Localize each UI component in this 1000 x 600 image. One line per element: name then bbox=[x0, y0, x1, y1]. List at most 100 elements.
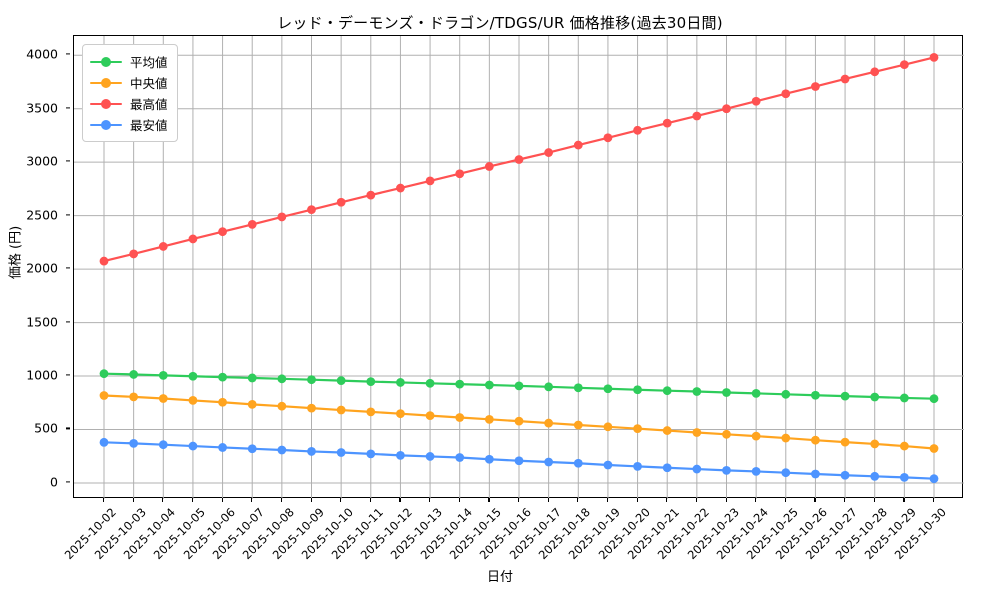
y-tick-label: 4000 bbox=[26, 46, 58, 62]
grid-lines bbox=[74, 36, 964, 499]
y-axis-label: 価格 (円) bbox=[8, 225, 24, 280]
data-point bbox=[396, 450, 405, 460]
data-point bbox=[218, 372, 227, 382]
x-tick-mark bbox=[606, 498, 609, 502]
x-tick-mark bbox=[280, 498, 283, 502]
data-point bbox=[425, 411, 435, 420]
data-point bbox=[336, 405, 346, 415]
data-point bbox=[544, 148, 554, 157]
data-point bbox=[277, 401, 287, 411]
data-point bbox=[692, 428, 702, 437]
data-point bbox=[218, 397, 227, 407]
data-point bbox=[603, 384, 613, 394]
data-point bbox=[484, 454, 494, 464]
x-tick-mark bbox=[162, 498, 164, 502]
data-point bbox=[692, 111, 702, 121]
data-point bbox=[662, 426, 672, 435]
y-tick-label: 3500 bbox=[26, 100, 58, 116]
plot-area bbox=[73, 35, 964, 499]
data-point bbox=[158, 370, 168, 380]
y-tick-mark bbox=[66, 481, 70, 483]
data-point bbox=[722, 465, 731, 475]
data-point bbox=[573, 140, 583, 150]
data-point bbox=[247, 399, 257, 409]
data-point bbox=[781, 89, 791, 99]
x-tick-mark bbox=[103, 498, 105, 502]
y-tick-mark bbox=[66, 107, 70, 109]
legend-item[interactable]: 最高値 bbox=[90, 93, 168, 114]
data-point bbox=[781, 389, 791, 399]
data-point bbox=[899, 473, 909, 482]
data-point bbox=[484, 414, 494, 424]
legend-item[interactable]: 最安値 bbox=[90, 114, 168, 135]
legend-swatch bbox=[90, 55, 122, 69]
data-point bbox=[603, 422, 613, 432]
x-tick-mark bbox=[429, 498, 431, 502]
x-tick-mark bbox=[844, 498, 846, 502]
data-point bbox=[247, 373, 257, 383]
data-point bbox=[307, 205, 316, 215]
data-point bbox=[929, 394, 939, 404]
x-tick-mark bbox=[755, 498, 757, 502]
data-point bbox=[99, 437, 109, 447]
y-tick-label: 1000 bbox=[26, 367, 58, 383]
data-point bbox=[603, 460, 613, 470]
data-point bbox=[692, 464, 702, 474]
y-tick-label: 2500 bbox=[26, 207, 58, 223]
data-point bbox=[484, 162, 494, 171]
data-point bbox=[603, 133, 613, 143]
data-point bbox=[514, 416, 524, 426]
data-point bbox=[307, 403, 316, 413]
data-point bbox=[929, 444, 939, 453]
data-point bbox=[722, 388, 731, 397]
data-point bbox=[247, 444, 257, 454]
x-tick-mark bbox=[132, 498, 134, 502]
data-point bbox=[366, 377, 376, 386]
y-tick-mark bbox=[66, 267, 70, 269]
data-point bbox=[633, 424, 642, 434]
y-tick-label: 2000 bbox=[26, 260, 58, 276]
x-tick-mark bbox=[310, 498, 312, 502]
data-point bbox=[573, 458, 583, 468]
data-point bbox=[307, 375, 316, 385]
x-tick-mark bbox=[518, 498, 520, 502]
data-point bbox=[692, 387, 702, 396]
data-point bbox=[722, 429, 731, 439]
data-point bbox=[277, 445, 287, 455]
data-point bbox=[751, 431, 761, 441]
data-point bbox=[899, 393, 909, 403]
data-point bbox=[396, 378, 405, 387]
y-axis-ticks: 0 500 1000 1500 2000 2500 3000 3500 4000 bbox=[0, 35, 70, 498]
data-point bbox=[99, 391, 109, 400]
data-point bbox=[751, 96, 761, 106]
data-point bbox=[455, 379, 465, 389]
y-tick-mark bbox=[66, 374, 70, 376]
data-point bbox=[218, 227, 227, 237]
data-point bbox=[188, 441, 198, 451]
x-tick-mark bbox=[547, 498, 549, 502]
legend-item[interactable]: 中央値 bbox=[90, 72, 168, 93]
data-point bbox=[514, 456, 524, 466]
x-tick-mark bbox=[340, 498, 342, 502]
data-point bbox=[751, 388, 761, 398]
data-point bbox=[336, 197, 346, 207]
x-tick-mark bbox=[695, 498, 698, 502]
y-tick-label: 3000 bbox=[26, 153, 58, 169]
legend-label: 最安値 bbox=[130, 118, 168, 133]
legend-item[interactable]: 平均値 bbox=[90, 51, 168, 72]
data-point bbox=[129, 438, 139, 448]
data-point bbox=[514, 381, 524, 391]
data-point bbox=[633, 385, 642, 395]
data-point bbox=[366, 190, 376, 200]
data-point bbox=[840, 391, 850, 401]
data-point bbox=[840, 437, 850, 447]
data-point bbox=[158, 440, 168, 450]
data-point bbox=[129, 392, 139, 402]
chart-legend: 平均値 中央値 最高値最安値 bbox=[82, 44, 178, 142]
y-tick-mark bbox=[66, 53, 70, 55]
data-point bbox=[336, 376, 346, 386]
y-tick-label: 1500 bbox=[26, 314, 58, 330]
data-point bbox=[366, 449, 376, 459]
data-point bbox=[277, 212, 287, 222]
